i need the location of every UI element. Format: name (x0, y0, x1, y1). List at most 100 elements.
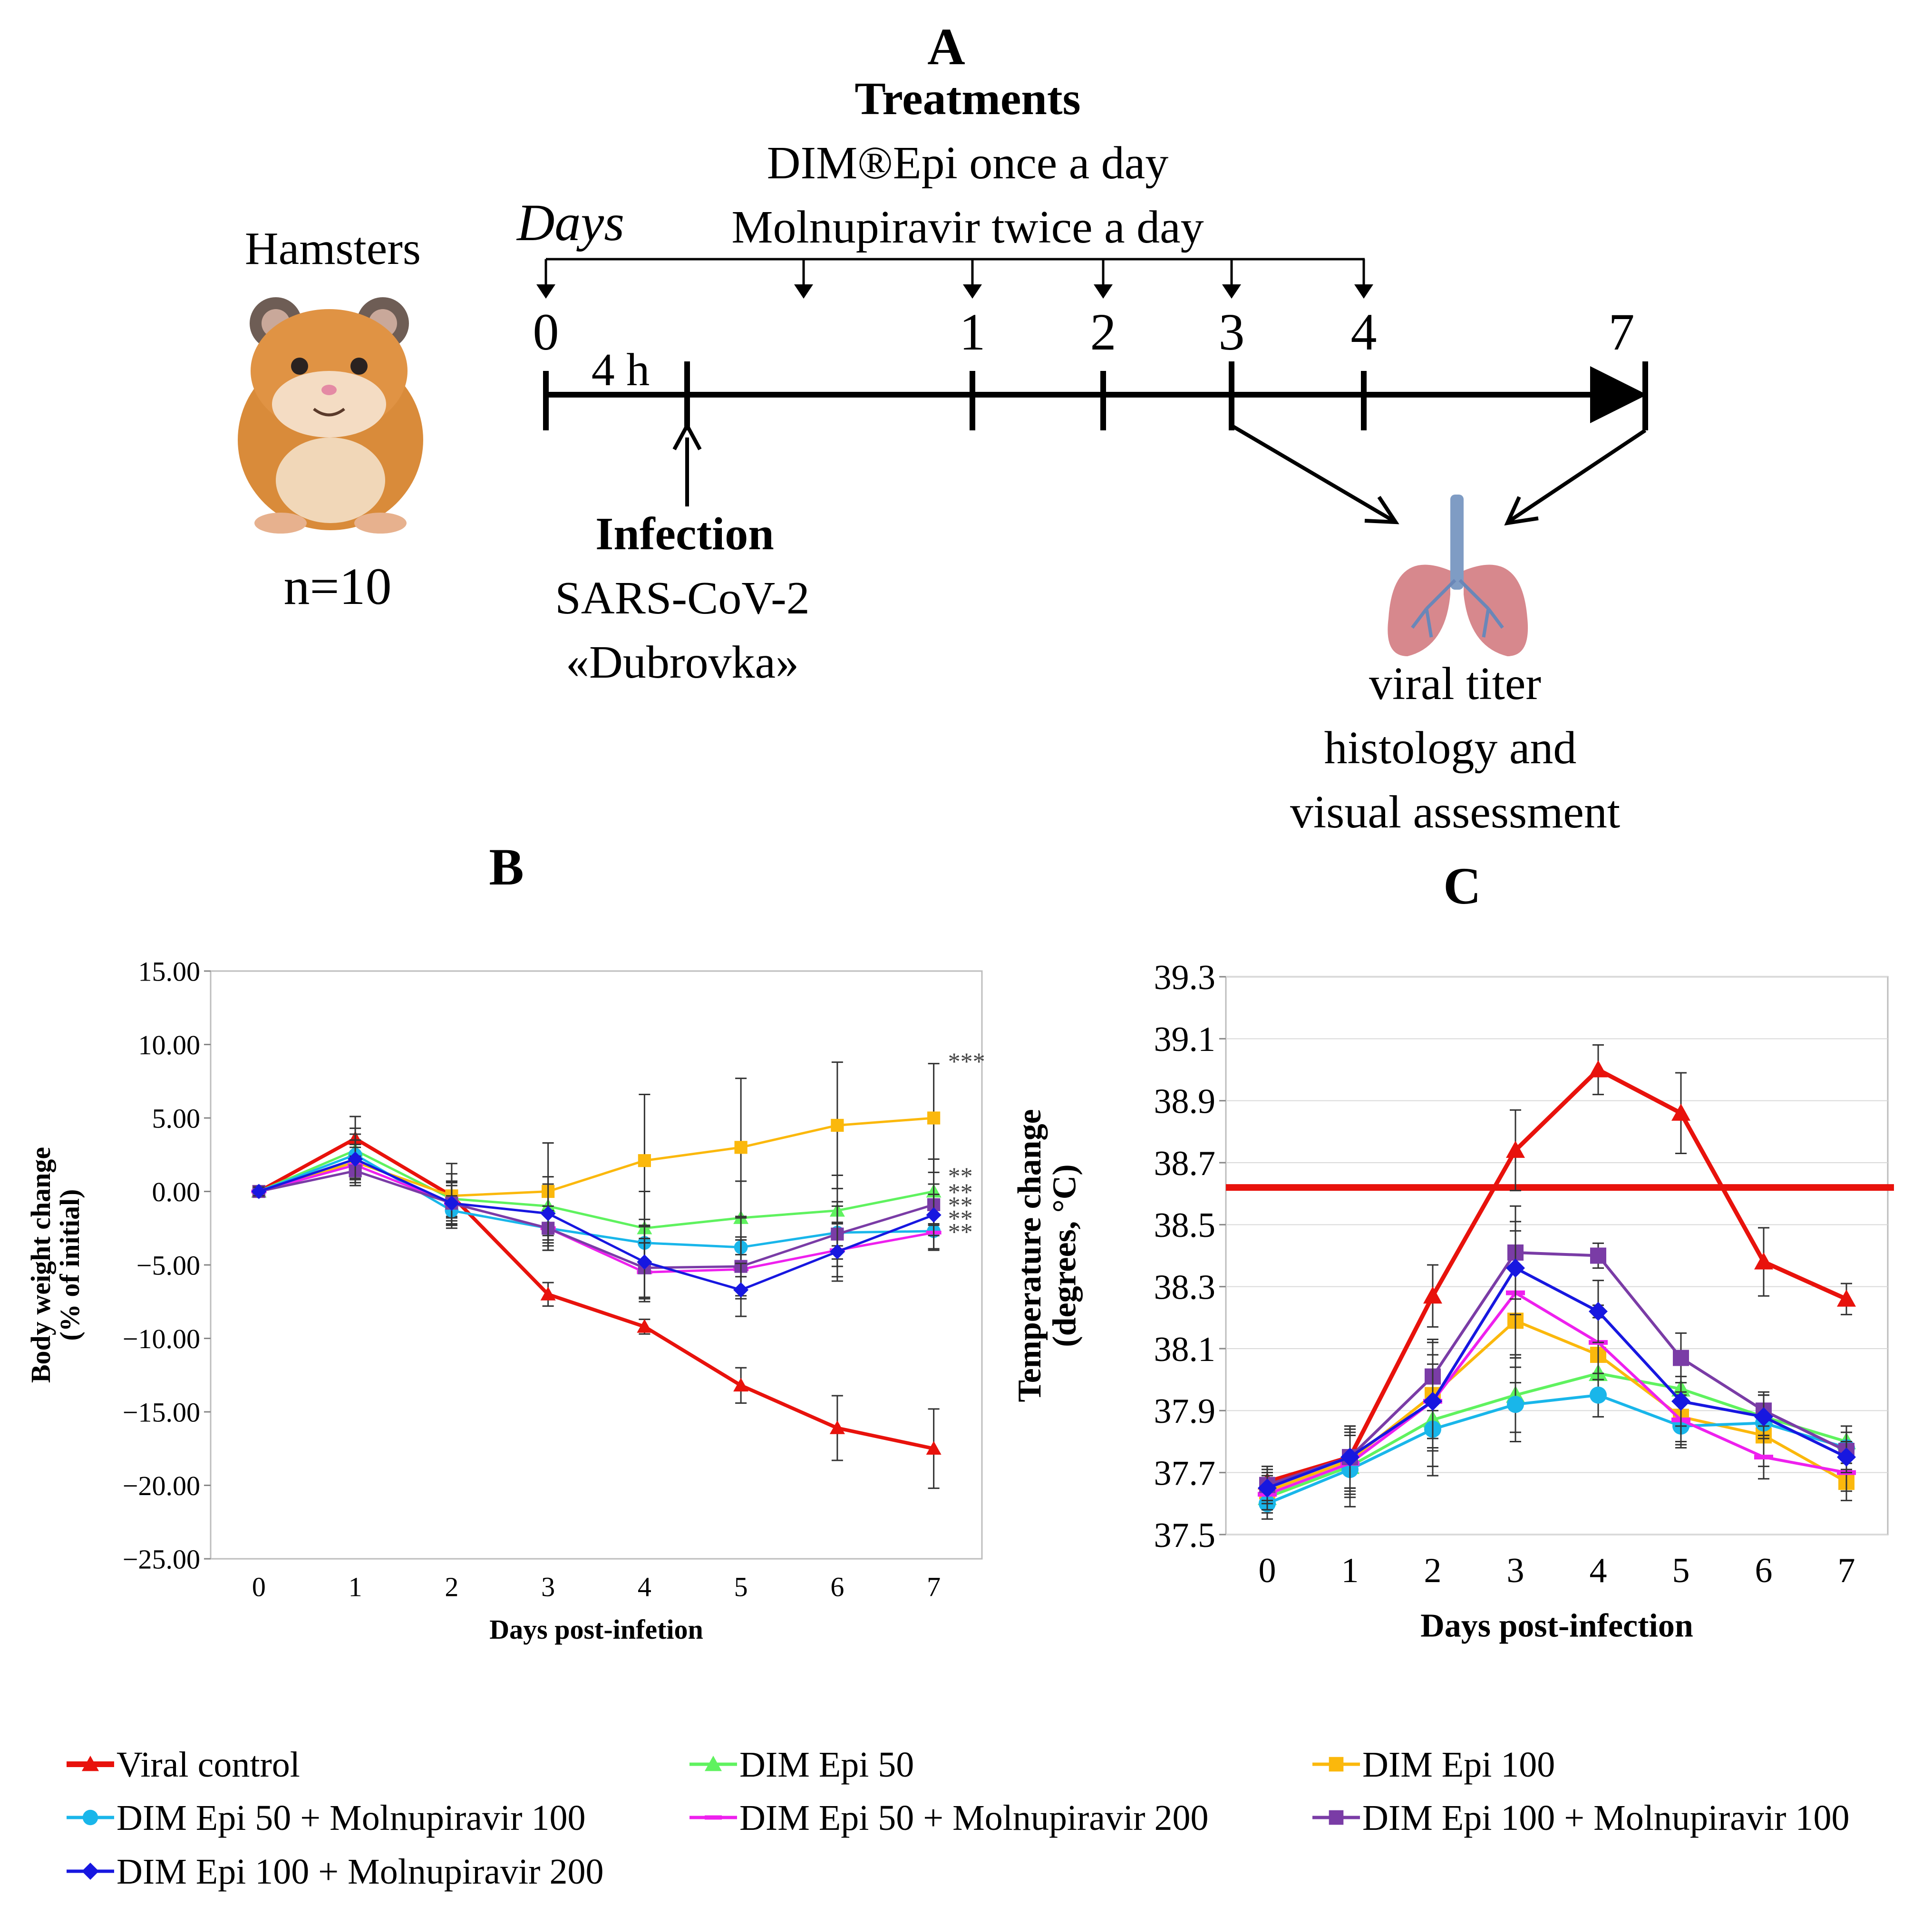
x-axis-label: Days post-infection (1420, 1608, 1693, 1644)
series-line (1267, 1251, 1847, 1487)
legend-label: DIM Epi 50 + Molnupiravir 200 (739, 1798, 1208, 1838)
legend-item-dim100: DIM Epi 100 (1312, 1745, 1555, 1785)
y-axis-label-units: (% of initial) (54, 1189, 85, 1341)
x-tick-label: 0 (252, 1571, 266, 1602)
y-tick-label: 38.9 (1154, 1082, 1216, 1121)
x-tick-label: 1 (349, 1571, 362, 1602)
outcome-line-1: viral titer (1369, 658, 1541, 710)
y-tick-label: 39.3 (1154, 958, 1216, 997)
y-tick-label: −20.00 (123, 1470, 200, 1501)
data-point (1671, 1391, 1690, 1411)
data-point (1754, 1455, 1773, 1460)
treatment-line-molnupiravir: Molnupiravir twice a day (731, 202, 1204, 253)
plot-area (210, 970, 983, 1560)
y-tick-label: −25.00 (123, 1544, 200, 1575)
infection-virus: SARS-CoV-2 (555, 573, 810, 624)
series-line (1266, 1393, 1847, 1505)
data-point (1754, 1252, 1773, 1270)
y-tick-label: −15.00 (123, 1397, 200, 1428)
y-tick-label: 38.1 (1154, 1330, 1216, 1369)
treatment-bracket (544, 258, 1365, 285)
y-tick-label: 10.00 (138, 1030, 201, 1060)
data-point (540, 1205, 556, 1221)
legend-marker (705, 1756, 722, 1771)
legend-item-dim100m200: DIM Epi 100 + Molnupiravir 200 (67, 1852, 603, 1892)
y-tick-label: −5.00 (136, 1250, 200, 1281)
significance-mark: *** (948, 1048, 985, 1075)
y-tick-label: 38.7 (1154, 1144, 1216, 1183)
panel-label-c: C (1443, 857, 1481, 915)
chart-body-weight: 15.00 10.00 5.00 0.00 −5.00 −10.00 −15.00 −20.0… (25, 956, 985, 1645)
data-point (733, 1378, 749, 1392)
y-tick-label: 0.00 (152, 1176, 201, 1207)
series-dim100m200 (251, 1139, 942, 1317)
series-dim100 (252, 1061, 941, 1241)
interval-label: 4 h (592, 344, 650, 396)
series-line (258, 1149, 934, 1230)
y-tick-label: 37.7 (1154, 1454, 1216, 1493)
x-tick-label: 3 (541, 1571, 555, 1602)
data-point (348, 1151, 363, 1167)
data-point (1340, 1448, 1359, 1467)
legend-item-dim50m100: DIM Epi 50 + Molnupiravir 100 (67, 1798, 585, 1838)
legend-item-dim100m100: DIM Epi 100 + Molnupiravir 100 (1312, 1798, 1849, 1838)
x-tick-label: 6 (830, 1571, 844, 1602)
x-tick-label: 2 (445, 1571, 458, 1602)
data-point (926, 1207, 942, 1223)
x-axis-label: Days post-infetion (489, 1614, 703, 1645)
data-point (926, 1441, 942, 1455)
x-tick-label: 5 (734, 1571, 748, 1602)
data-point (1589, 1060, 1608, 1078)
panel-a: A Treatments DIM®Epi once a day Molnupir… (238, 18, 1648, 838)
x-tick-label: 4 (638, 1571, 651, 1602)
legend: Viral control DIM Epi 50 DIM Epi 100 DIM Ep… (67, 1745, 1849, 1892)
y-tick-label: 15.00 (138, 956, 201, 987)
series-line (1266, 1067, 1847, 1484)
x-tick-label: 7 (927, 1571, 941, 1602)
treatment-line-dimepi: DIM®Epi once a day (767, 137, 1169, 189)
significance-mark: ** (948, 1179, 973, 1206)
legend-marker (705, 1815, 722, 1820)
legend-marker (1329, 1810, 1344, 1825)
day-tick-label-1: 1 (960, 303, 986, 361)
day-tick-label-2: 2 (1090, 303, 1116, 361)
data-point (829, 1420, 845, 1434)
x-tick-label: 3 (1507, 1551, 1524, 1590)
data-point (1423, 1286, 1442, 1304)
y-tick-label: 37.9 (1154, 1392, 1216, 1431)
legend-marker (82, 1863, 99, 1880)
data-point (637, 1254, 652, 1270)
day-tick-label-3: 3 (1219, 303, 1245, 361)
legend-label: DIM Epi 100 + Molnupiravir 200 (117, 1852, 603, 1892)
data-point (1673, 1350, 1689, 1366)
chart-temperature: 39.3 39.1 38.9 38.7 38.5 38.3 38.1 37.9 37.7 37.5… (1011, 958, 1894, 1644)
series-line (258, 1169, 934, 1269)
data-point (1671, 1103, 1690, 1121)
data-point (1589, 1302, 1608, 1321)
y-tick-label: 5.00 (152, 1103, 201, 1134)
series-line (258, 1136, 934, 1450)
legend-label: DIM Epi 50 + Molnupiravir 100 (117, 1798, 585, 1838)
data-point (1754, 1407, 1773, 1427)
x-tick-label: 2 (1424, 1551, 1442, 1590)
y-axis-label: Body weight change (25, 1147, 56, 1383)
data-point (1506, 1140, 1525, 1158)
legend-label: DIM Epi 100 (1362, 1745, 1555, 1785)
data-point (444, 1195, 459, 1211)
panel-label-a: A (927, 18, 965, 76)
legend-item-dim50m200: DIM Epi 50 + Molnupiravir 200 (689, 1798, 1208, 1838)
series-dim100m200 (1258, 1221, 1856, 1505)
x-tick-label: 1 (1341, 1551, 1359, 1590)
data-point (1423, 1391, 1442, 1411)
infection-title: Infection (595, 508, 774, 560)
day-tick-label-0: 0 (533, 303, 559, 361)
x-tick-label: 5 (1672, 1551, 1690, 1590)
day-tick-label-4: 4 (1351, 303, 1377, 361)
legend-label: DIM Epi 50 (739, 1745, 914, 1785)
x-tick-label: 0 (1259, 1551, 1276, 1590)
data-point (1837, 1448, 1856, 1467)
x-tick-label: 6 (1755, 1551, 1773, 1590)
infection-strain: «Dubrovka» (566, 637, 799, 688)
data-point (540, 1286, 556, 1301)
